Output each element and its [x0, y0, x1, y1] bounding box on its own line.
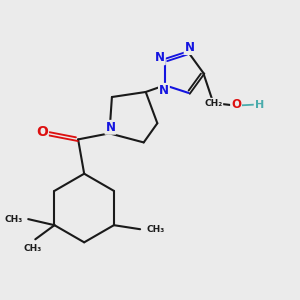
Text: N: N [155, 51, 165, 64]
Text: N: N [105, 121, 116, 134]
Text: CH₃: CH₃ [146, 225, 164, 234]
Text: CH₂: CH₂ [204, 99, 223, 108]
Text: CH₃: CH₃ [24, 244, 42, 253]
Text: CH₃: CH₃ [5, 214, 23, 224]
Text: H: H [255, 100, 264, 110]
Text: O: O [36, 125, 48, 139]
Text: O: O [231, 98, 241, 111]
Text: N: N [159, 84, 169, 97]
Text: N: N [184, 41, 195, 54]
